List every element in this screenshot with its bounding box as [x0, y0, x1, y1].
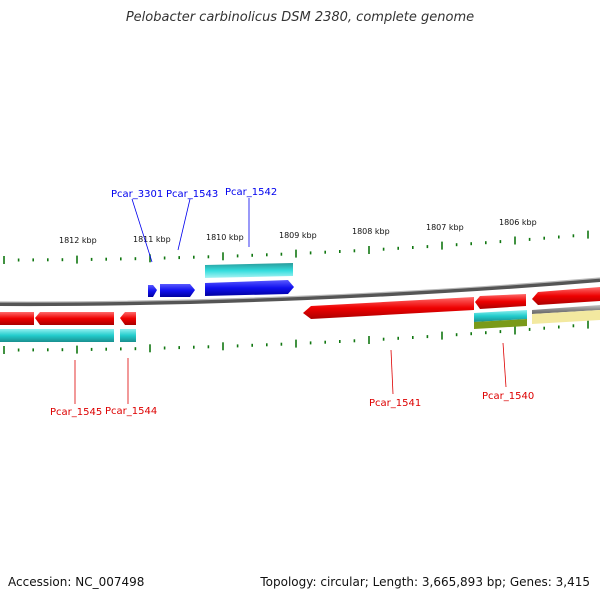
connector-pcar-1540 — [502, 342, 507, 388]
label-connectors — [74, 198, 507, 404]
kbp-label-1810: 1810 kbp — [206, 233, 244, 242]
olive-track[interactable] — [474, 319, 527, 329]
genome-backbone — [0, 278, 600, 307]
kbp-label-1808: 1808 kbp — [352, 227, 390, 236]
connector-pcar-3301 — [131, 198, 153, 263]
gene-label-pcar-1542[interactable]: Pcar_1542 — [225, 187, 277, 198]
kbp-scale: 1812 kbp 1811 kbp 1810 kbp 1809 kbp 1808… — [59, 218, 537, 245]
pale-track-gray[interactable] — [532, 305, 600, 314]
rna-track-reverse-left[interactable] — [0, 329, 114, 342]
cds-right-edge[interactable] — [532, 287, 600, 305]
gene-label-pcar-1541[interactable]: Pcar_1541 — [369, 398, 421, 409]
connector-pcar-1541 — [390, 349, 394, 395]
rna-track-reverse-right[interactable] — [474, 310, 527, 322]
accession-text: Accession: NC_007498 — [8, 575, 145, 589]
kbp-label-1812: 1812 kbp — [59, 236, 97, 245]
map-title: Pelobacter carbinolicus DSM 2380, comple… — [125, 10, 475, 25]
topology-text: Topology: circular; Length: 3,665,893 bp… — [260, 575, 590, 589]
cds-pcar-1542[interactable] — [205, 280, 294, 296]
kbp-label-1807: 1807 kbp — [426, 223, 464, 232]
gene-label-pcar-1544[interactable]: Pcar_1544 — [105, 406, 157, 417]
kbp-label-1809: 1809 kbp — [279, 231, 317, 240]
bottom-tick-track — [3, 320, 589, 354]
kbp-label-1811: 1811 kbp — [133, 235, 171, 244]
gene-label-pcar-3301[interactable]: Pcar_3301 — [111, 189, 163, 200]
pale-track-yellow[interactable] — [532, 310, 600, 324]
cds-left-edge[interactable] — [0, 312, 34, 325]
gene-label-pcar-1540[interactable]: Pcar_1540 — [482, 391, 534, 402]
cds-pcar-1540[interactable] — [475, 294, 526, 309]
cds-pcar-1543[interactable] — [160, 284, 195, 297]
rna-track-reverse-small[interactable] — [120, 329, 136, 342]
top-tick-track — [3, 230, 589, 264]
connector-pcar-1543 — [177, 198, 191, 251]
cds-pcar-1541[interactable] — [303, 297, 474, 319]
cds-pcar-1544[interactable] — [120, 312, 136, 325]
gene-label-pcar-1543[interactable]: Pcar_1543 — [166, 189, 218, 200]
cds-pcar-3301[interactable] — [148, 285, 157, 297]
kbp-label-1806: 1806 kbp — [499, 218, 537, 227]
cds-pcar-1545[interactable] — [35, 312, 114, 325]
gene-label-pcar-1545[interactable]: Pcar_1545 — [50, 407, 102, 418]
rna-track-forward[interactable] — [205, 263, 293, 278]
